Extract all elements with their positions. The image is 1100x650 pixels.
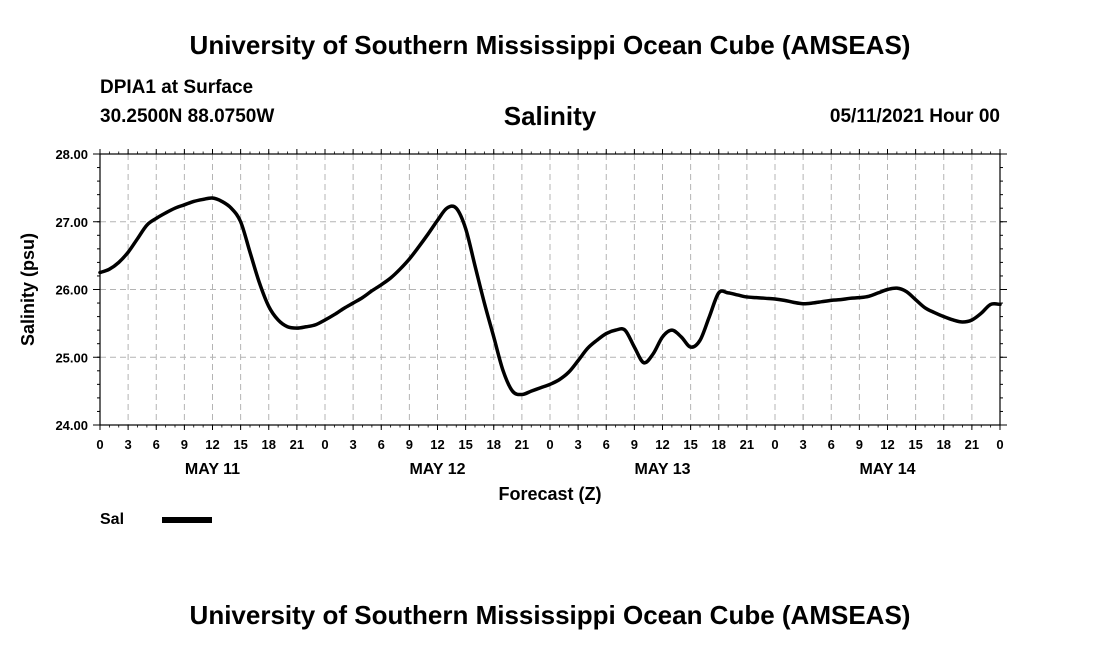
x-tick-label: 0	[771, 437, 778, 452]
x-tick-label: 15	[458, 437, 472, 452]
y-tick-label: 27.00	[55, 215, 88, 230]
x-tick-label: 12	[655, 437, 669, 452]
legend-label: Sal	[100, 511, 125, 528]
x-tick-label: 6	[603, 437, 610, 452]
day-label: MAY 12	[409, 461, 465, 478]
y-tick-label: 26.00	[55, 283, 88, 298]
legend-line-swatch	[162, 517, 212, 523]
footer-title: University of Southern Mississippi Ocean…	[189, 600, 911, 630]
day-label: MAY 11	[185, 461, 240, 478]
x-tick-label: 18	[937, 437, 951, 452]
x-tick-label: 15	[683, 437, 697, 452]
x-tick-label: 9	[181, 437, 188, 452]
y-tick-label: 24.00	[55, 418, 88, 433]
x-tick-label: 3	[350, 437, 357, 452]
x-tick-label: 3	[575, 437, 582, 452]
x-tick-label: 9	[631, 437, 638, 452]
series-line-sal	[98, 196, 1002, 397]
day-label: MAY 13	[634, 461, 690, 478]
x-axis-title: Forecast (Z)	[498, 484, 601, 504]
x-tick-label: 0	[996, 437, 1003, 452]
y-tick-label: 28.00	[55, 147, 88, 162]
x-tick-label: 18	[487, 437, 501, 452]
day-label: MAY 14	[859, 461, 915, 478]
forecast-datetime: 05/11/2021 Hour 00	[829, 106, 1000, 127]
x-tick-label: 6	[828, 437, 835, 452]
chart-title: Salinity	[503, 101, 597, 131]
x-tick-label: 18	[712, 437, 726, 452]
y-axis-title: Salinity (psu)	[18, 233, 38, 346]
x-tick-label: 18	[262, 437, 276, 452]
x-tick-label: 21	[740, 437, 754, 452]
x-tick-label: 12	[430, 437, 444, 452]
page-title: University of Southern Mississippi Ocean…	[189, 30, 911, 60]
x-tick-label: 12	[880, 437, 894, 452]
x-tick-label: 21	[290, 437, 304, 452]
x-tick-label: 15	[233, 437, 247, 452]
x-tick-label: 6	[378, 437, 385, 452]
coordinates-label: 30.2500N 88.0750W	[100, 106, 275, 127]
x-tick-label: 9	[856, 437, 863, 452]
x-tick-label: 21	[965, 437, 979, 452]
x-tick-label: 12	[205, 437, 219, 452]
y-tick-label: 25.00	[55, 350, 88, 365]
x-tick-label: 3	[800, 437, 807, 452]
x-tick-label: 6	[153, 437, 160, 452]
x-tick-label: 9	[406, 437, 413, 452]
x-tick-label: 3	[125, 437, 132, 452]
station-label: DPIA1 at Surface	[100, 77, 254, 98]
x-tick-label: 15	[908, 437, 922, 452]
x-tick-label: 0	[96, 437, 103, 452]
x-tick-label: 0	[321, 437, 328, 452]
x-tick-label: 21	[515, 437, 529, 452]
x-tick-label: 0	[546, 437, 553, 452]
